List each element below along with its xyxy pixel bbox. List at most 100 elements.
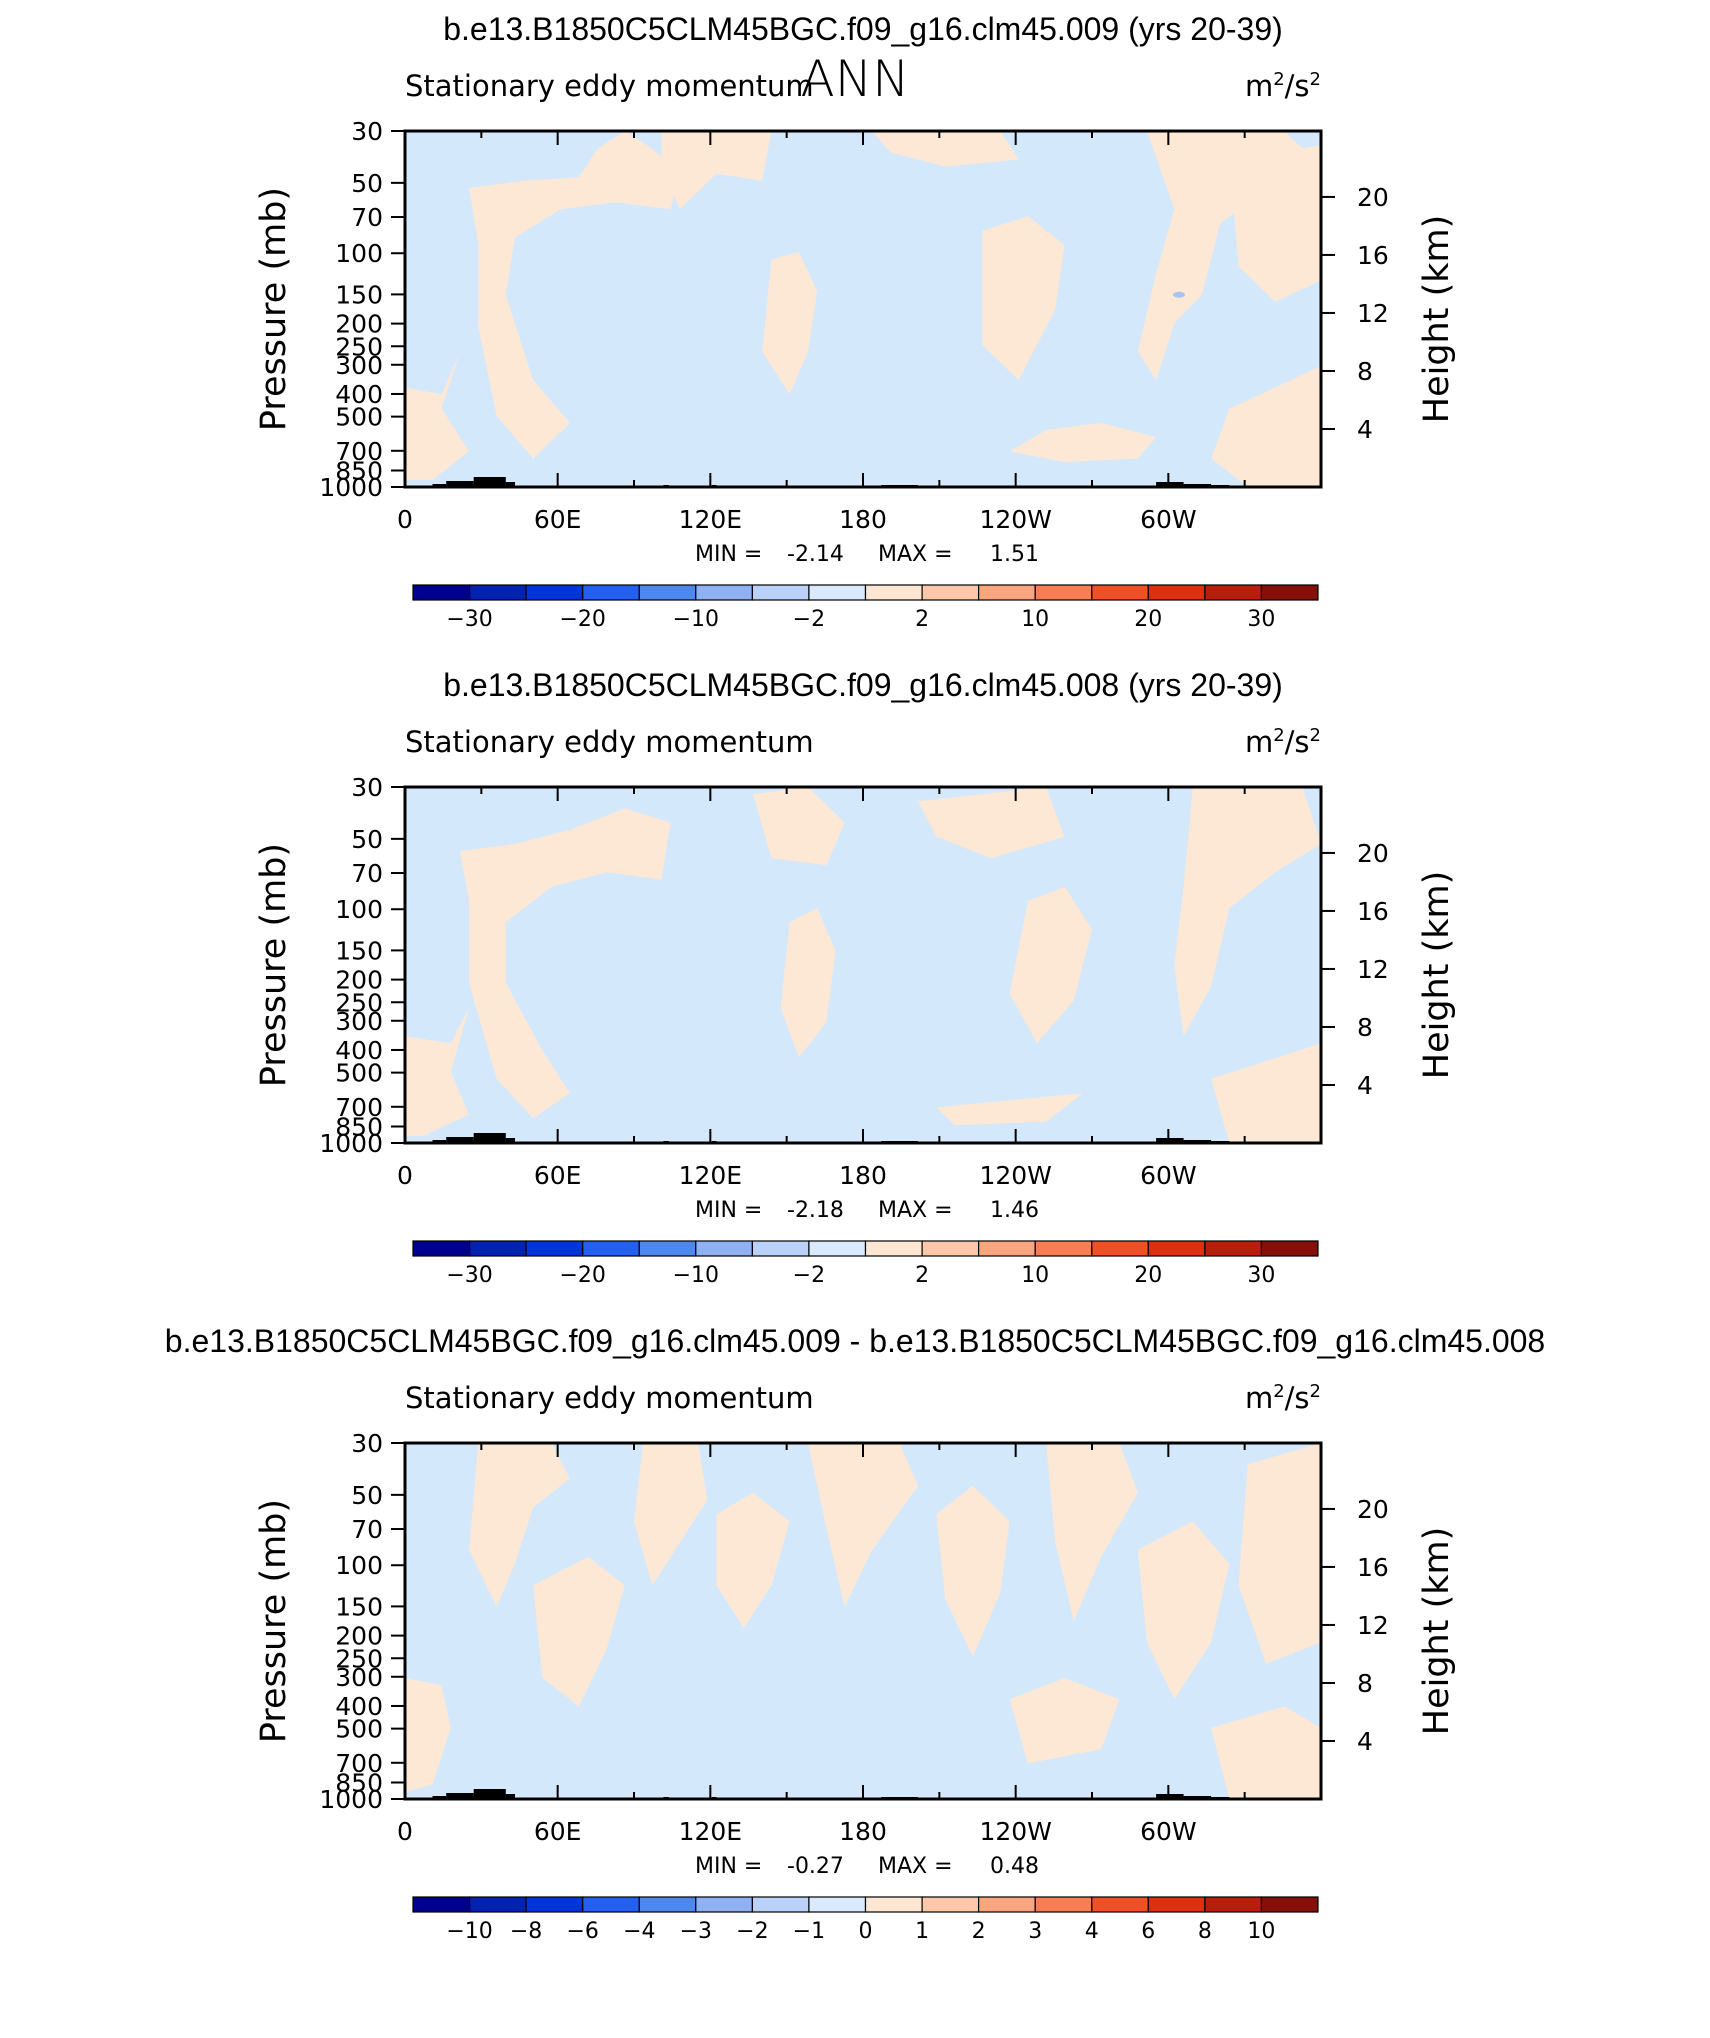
colorbar-label: 10: [1247, 1919, 1275, 1944]
colorbar-swatch: [412, 1240, 471, 1257]
y-axis-title: Pressure (mb): [254, 843, 294, 1087]
max-value: 0.48: [990, 1854, 1039, 1879]
colorbar-swatch: [638, 1896, 697, 1913]
terrain-mask: [446, 1793, 474, 1799]
colorbar-label: 30: [1247, 1263, 1275, 1288]
y-tick-label: 70: [351, 859, 383, 888]
y-axis-title: Pressure (mb): [254, 187, 294, 431]
terrain-mask: [473, 477, 506, 487]
x-tick-label: 0: [397, 1817, 413, 1846]
y-tick-label: 850: [335, 457, 383, 486]
positive-region: [1211, 1706, 1321, 1799]
x-tick-label: 0: [397, 1161, 413, 1190]
y-tick-label: 200: [335, 310, 383, 339]
x-tick-label: 60E: [534, 1161, 582, 1190]
max-label: MAX =: [878, 1198, 953, 1223]
positive-region: [936, 1093, 1083, 1126]
positive-region: [1174, 787, 1321, 1037]
colorbar-swatch: [864, 1240, 923, 1257]
positive-region: [1229, 145, 1321, 302]
y-tick-label: 100: [335, 239, 383, 268]
y-tick-label: 700: [335, 1093, 383, 1122]
colorbar-label: −4: [623, 1919, 655, 1944]
colorbar-swatch: [1091, 1896, 1150, 1913]
colorbar-swatch: [977, 1896, 1036, 1913]
colorbar-swatch: [638, 1240, 697, 1257]
x-tick-label: 60W: [1140, 505, 1197, 534]
x-tick-label: 60E: [534, 1817, 582, 1846]
positive-region: [405, 1007, 470, 1136]
positive-region: [460, 808, 671, 1119]
positive-region: [1009, 422, 1157, 463]
x-tick-label: 180: [839, 1161, 887, 1190]
height-tick-label: 8: [1357, 1669, 1373, 1698]
colorbar-swatch: [977, 1240, 1036, 1257]
terrain-mask: [473, 1789, 506, 1799]
variable-label: Stationary eddy momentum: [405, 725, 814, 759]
positive-region: [753, 787, 845, 866]
colorbar-swatch: [751, 1896, 810, 1913]
terrain-mask: [1156, 482, 1184, 487]
colorbar-label: 1: [915, 1919, 929, 1944]
x-tick-label: 120E: [679, 1161, 743, 1190]
colorbar-swatch: [921, 584, 980, 601]
y-tick-label: 100: [335, 895, 383, 924]
colorbar-label: 10: [1021, 607, 1049, 632]
colorbar-swatch: [1147, 1896, 1206, 1913]
colorbar-label: 2: [915, 607, 929, 632]
small-negative-spot: [1173, 291, 1186, 298]
min-value: -2.14: [787, 542, 844, 567]
colorbar-label: 10: [1021, 1263, 1049, 1288]
y-tick-label: 1000: [319, 473, 383, 502]
positive-region: [405, 1678, 451, 1792]
y-tick-label: 200: [335, 1622, 383, 1651]
height-tick-label: 12: [1357, 1611, 1389, 1640]
colorbar-swatch: [1091, 584, 1150, 601]
min-label: MIN =: [695, 1198, 762, 1223]
y-tick-label: 400: [335, 1036, 383, 1065]
positive-region: [872, 131, 1019, 167]
y-tick-label: 50: [351, 825, 383, 854]
height-tick-label: 20: [1357, 1495, 1389, 1524]
y-tick-label: 300: [335, 1663, 383, 1692]
colorbar-swatch: [864, 1896, 923, 1913]
height-tick-label: 16: [1357, 1553, 1389, 1582]
colorbar-swatch: [1260, 584, 1319, 601]
x-tick-label: 0: [397, 505, 413, 534]
contour-panel-2: b.e13.B1850C5CLM45BGC.f09_g16.clm45.008 …: [254, 667, 1457, 1288]
colorbar-swatch: [469, 1896, 527, 1913]
x-tick-label: 180: [839, 505, 887, 534]
y-tick-label: 50: [351, 1481, 383, 1510]
x-tick-label: 60E: [534, 505, 582, 534]
y-tick-label: 500: [335, 1059, 383, 1088]
colorbar-label: −2: [736, 1919, 768, 1944]
y-axis-title-right: Height (km): [1417, 215, 1457, 424]
positive-region: [918, 787, 1065, 859]
height-tick-label: 8: [1357, 1013, 1373, 1042]
positive-region: [1238, 1443, 1321, 1664]
positive-region: [469, 1443, 570, 1607]
y-axis-title-right: Height (km): [1417, 1527, 1457, 1736]
y-tick-label: 250: [335, 1644, 383, 1673]
colorbar-swatch: [582, 1896, 640, 1913]
y-tick-label: 1000: [319, 1785, 383, 1814]
positive-region: [1211, 1043, 1321, 1143]
colorbar-swatch: [695, 1896, 753, 1913]
y-tick-label: 700: [335, 437, 383, 466]
colorbar-label: 4: [1085, 1919, 1099, 1944]
positive-region: [1009, 886, 1092, 1044]
colorbar-swatch: [751, 584, 810, 601]
y-tick-label: 30: [351, 117, 383, 146]
colorbar-label: −2: [793, 607, 825, 632]
y-tick-label: 500: [335, 403, 383, 432]
terrain-mask: [505, 1138, 515, 1143]
colorbar-label: −6: [566, 1919, 598, 1944]
colorbar-swatch: [638, 584, 697, 601]
y-axis-title: Pressure (mb): [254, 1499, 294, 1743]
colorbar-swatch: [525, 1896, 584, 1913]
x-tick-label: 120E: [679, 505, 743, 534]
units-label: m2/s2: [1245, 725, 1321, 759]
units-label: m2/s2: [1245, 1381, 1321, 1415]
colorbar-swatch: [525, 1240, 584, 1257]
colorbar-label: 3: [1028, 1919, 1042, 1944]
